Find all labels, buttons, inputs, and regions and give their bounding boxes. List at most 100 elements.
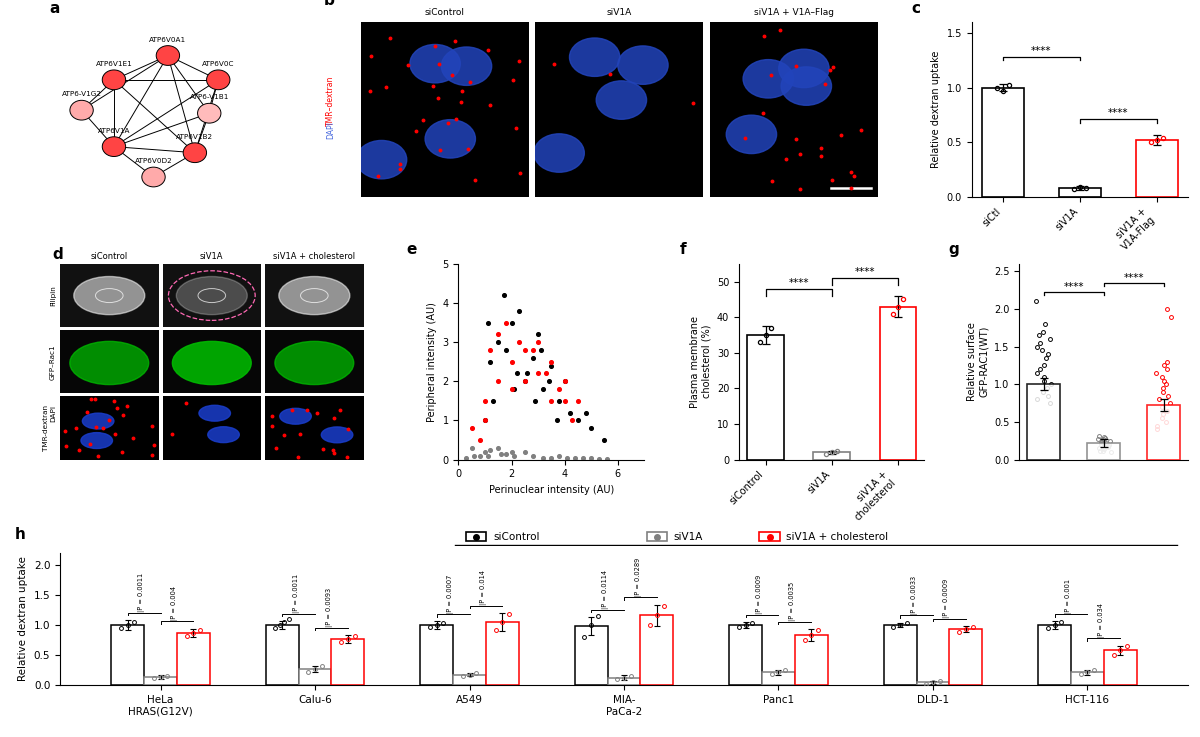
- Text: |P = 0.0007: |P = 0.0007: [448, 574, 454, 614]
- Bar: [1038, 625, 1072, 685]
- Point: [558, 452, 577, 464]
- Ellipse shape: [442, 47, 492, 85]
- Bar: [486, 622, 518, 685]
- Text: siV1A + V1A–Flag: siV1A + V1A–Flag: [754, 8, 834, 17]
- Text: siControl: siControl: [493, 531, 540, 542]
- Point: [536, 368, 556, 380]
- Bar: [917, 682, 949, 685]
- Point: [568, 395, 587, 407]
- Ellipse shape: [534, 134, 584, 172]
- Y-axis label: Relative surface
GFP-RAC1(WT): Relative surface GFP-RAC1(WT): [967, 322, 989, 401]
- Bar: [1087, 443, 1121, 460]
- Point: [595, 434, 614, 446]
- Point: [478, 450, 497, 461]
- Point: [541, 356, 560, 368]
- Bar: [883, 625, 917, 685]
- Ellipse shape: [596, 81, 647, 119]
- Point: [481, 356, 500, 368]
- Bar: [762, 672, 794, 685]
- Y-axis label: Plasma membrane
cholesterol (%): Plasma membrane cholesterol (%): [690, 315, 712, 408]
- Bar: [1058, 188, 1102, 197]
- Point: [534, 452, 553, 464]
- Circle shape: [102, 137, 126, 156]
- Text: |P = 0.034: |P = 0.034: [1098, 603, 1105, 638]
- Point: [494, 289, 514, 301]
- Y-axis label: Relative dextran uptake: Relative dextran uptake: [18, 556, 28, 682]
- Text: |P = 0.014: |P = 0.014: [480, 570, 487, 605]
- Point: [528, 336, 547, 348]
- Point: [510, 305, 529, 317]
- Point: [565, 452, 584, 464]
- Point: [502, 446, 521, 458]
- Circle shape: [70, 100, 94, 120]
- Point: [539, 375, 558, 387]
- Text: ATP6V0A1: ATP6V0A1: [149, 37, 186, 43]
- Point: [515, 375, 534, 387]
- Point: [481, 344, 500, 356]
- Ellipse shape: [743, 60, 793, 98]
- Text: TMR-dextran
DAPI: TMR-dextran DAPI: [43, 405, 56, 451]
- Point: [470, 450, 490, 461]
- Circle shape: [184, 143, 206, 163]
- Circle shape: [102, 70, 126, 90]
- Point: [478, 317, 497, 329]
- Text: siV1A: siV1A: [673, 531, 703, 542]
- Text: siV1A + cholesterol: siV1A + cholesterol: [274, 252, 355, 261]
- Point: [475, 414, 494, 426]
- Bar: [265, 625, 299, 685]
- Point: [502, 383, 521, 395]
- Text: ****: ****: [854, 268, 875, 277]
- Point: [497, 317, 516, 329]
- Bar: [176, 633, 210, 685]
- Point: [598, 453, 617, 465]
- Point: [464, 450, 484, 461]
- Text: Filipin: Filipin: [50, 285, 56, 306]
- Text: siV1A: siV1A: [200, 252, 223, 261]
- Ellipse shape: [199, 405, 230, 421]
- Text: ****: ****: [788, 278, 809, 288]
- Point: [484, 395, 503, 407]
- Point: [582, 453, 601, 464]
- Point: [589, 453, 608, 465]
- Text: ATP6-V1G2: ATP6-V1G2: [61, 91, 102, 97]
- Point: [481, 444, 500, 455]
- Ellipse shape: [410, 44, 461, 83]
- Text: ATP6V1A: ATP6V1A: [97, 128, 130, 133]
- Text: ****: ****: [1123, 273, 1144, 282]
- Text: a: a: [49, 1, 60, 16]
- Bar: [730, 625, 762, 685]
- Text: |P = 0.0033: |P = 0.0033: [911, 576, 918, 615]
- Point: [550, 450, 569, 462]
- Point: [568, 414, 587, 426]
- Point: [554, 395, 574, 407]
- Point: [554, 375, 574, 387]
- Bar: [814, 453, 850, 460]
- Bar: [949, 629, 983, 685]
- Bar: [1027, 384, 1060, 460]
- Bar: [1104, 650, 1136, 685]
- Y-axis label: Relative dextran uptake: Relative dextran uptake: [931, 51, 941, 168]
- Point: [541, 395, 560, 407]
- Ellipse shape: [275, 341, 354, 385]
- Text: |P = 0.0011: |P = 0.0011: [138, 573, 145, 612]
- Bar: [1135, 140, 1178, 197]
- Point: [576, 407, 595, 419]
- Text: siControl: siControl: [91, 252, 128, 261]
- Ellipse shape: [83, 413, 114, 429]
- Point: [554, 375, 574, 387]
- Circle shape: [206, 70, 230, 90]
- Point: [541, 360, 560, 371]
- Point: [488, 336, 508, 348]
- Text: g: g: [948, 242, 959, 257]
- Circle shape: [198, 103, 221, 123]
- Bar: [331, 639, 365, 685]
- Bar: [880, 307, 916, 460]
- Text: TMR–dextran: TMR–dextran: [326, 75, 335, 126]
- Bar: [420, 625, 454, 685]
- Circle shape: [142, 167, 166, 187]
- Ellipse shape: [570, 38, 620, 77]
- Point: [582, 422, 601, 434]
- Text: |P = 0.0009: |P = 0.0009: [756, 575, 763, 614]
- Text: |P = 0.004: |P = 0.004: [172, 586, 178, 621]
- Ellipse shape: [356, 141, 407, 179]
